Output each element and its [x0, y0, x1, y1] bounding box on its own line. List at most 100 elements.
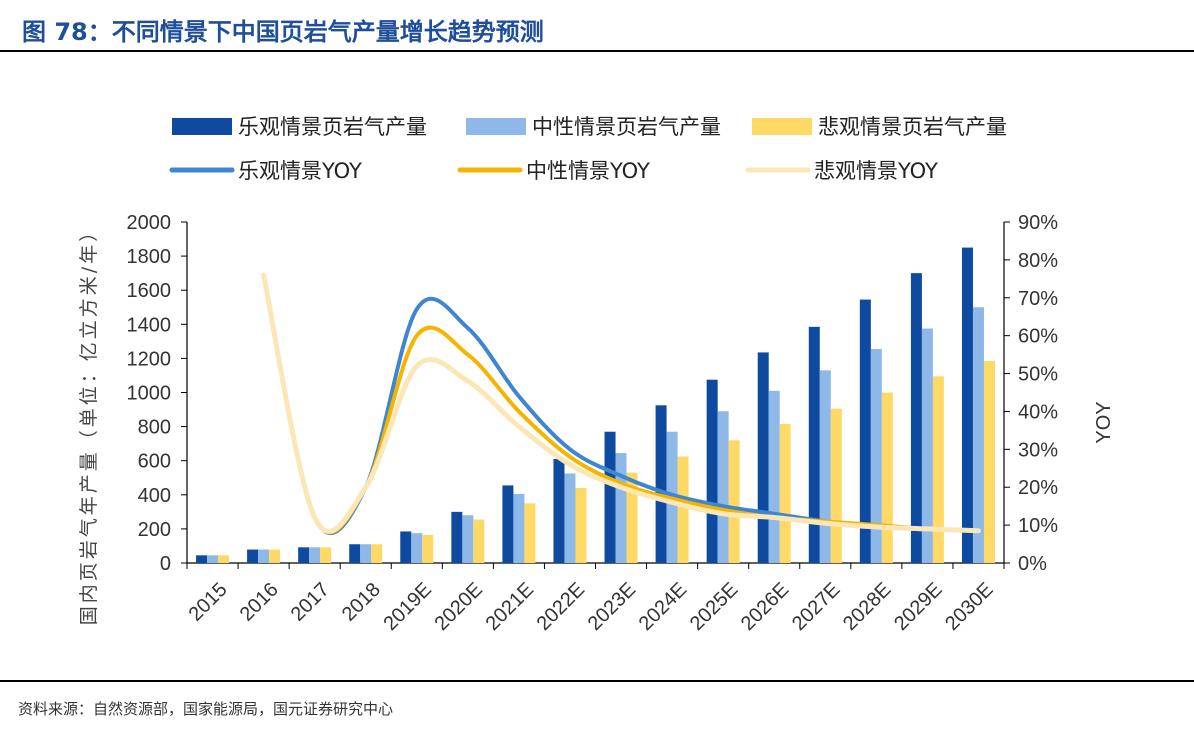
bar-pessimistic — [218, 555, 230, 563]
footer-divider — [0, 680, 1194, 682]
y2-tick-label: 90% — [1018, 212, 1058, 234]
bar-optimistic — [910, 273, 922, 563]
bar-neutral — [258, 549, 270, 563]
bar-pessimistic — [524, 503, 536, 563]
legend-neutral-line-label: 中性情景YOY — [526, 159, 650, 183]
y-tick-label: 400 — [138, 485, 171, 507]
bar-pessimistic — [932, 376, 944, 563]
bar-neutral — [819, 370, 831, 563]
bar-optimistic — [757, 352, 769, 563]
bar-pessimistic — [626, 472, 638, 563]
legend-optimistic-bar-swatch — [172, 118, 232, 135]
bar-optimistic — [349, 544, 361, 563]
bar-optimistic — [655, 405, 667, 563]
x-tick-label: 2029E — [890, 579, 946, 635]
bar-pessimistic — [269, 549, 281, 563]
bar-optimistic — [859, 299, 871, 563]
legend-optimistic-line-label: 乐观情景YOY — [238, 159, 362, 183]
y2-tick-label: 80% — [1018, 250, 1058, 272]
x-tick-label: 2017 — [287, 579, 334, 626]
bar-neutral — [207, 555, 219, 563]
bar-neutral — [462, 515, 474, 563]
legend-neutral-bar-label: 中性情景页岩气产量 — [532, 115, 721, 139]
bar-neutral — [411, 533, 423, 563]
y2-tick-label: 40% — [1018, 401, 1058, 423]
bar-pessimistic — [983, 360, 995, 563]
x-tick-label: 2027E — [788, 579, 844, 635]
y-tick-label: 200 — [138, 519, 171, 541]
line-pessimistic-yoy — [261, 272, 981, 534]
bar-optimistic — [451, 511, 463, 563]
chart-lines — [261, 272, 981, 535]
y2-tick-label: 30% — [1018, 439, 1058, 461]
x-tick-label: 2030E — [941, 579, 997, 635]
bar-pessimistic — [881, 392, 893, 563]
page-title: 图 78：不同情景下中国页岩气产量增长趋势预测 — [22, 18, 544, 46]
bar-optimistic — [247, 549, 259, 563]
y2-tick-label: 60% — [1018, 326, 1058, 348]
bar-neutral — [309, 547, 321, 563]
chart-labels: 0 200 400 600 800 1000 1200 1400 1600 1800 2000 0% 1… — [78, 212, 1115, 635]
y-tick-label: 0 — [160, 553, 171, 575]
y2-tick-label: 20% — [1018, 477, 1058, 499]
bar-optimistic — [706, 379, 718, 563]
bar-neutral — [717, 411, 729, 563]
bar-pessimistic — [371, 544, 383, 563]
bar-neutral — [513, 493, 525, 563]
y-tick-label: 1200 — [127, 348, 172, 370]
x-tick-label: 2024E — [635, 579, 691, 635]
y-tick-label: 2000 — [127, 212, 172, 234]
bar-neutral — [870, 349, 882, 563]
y2-tick-label: 0% — [1018, 553, 1047, 575]
y2-tick-label: 70% — [1018, 288, 1058, 310]
bar-pessimistic — [575, 487, 587, 563]
legend-optimistic-bar-label: 乐观情景页岩气产量 — [238, 115, 427, 139]
y-tick-label: 800 — [138, 417, 171, 439]
bar-pessimistic — [677, 456, 689, 563]
bar-optimistic — [808, 326, 820, 563]
y-tick-label: 1000 — [127, 383, 172, 405]
y-tick-label: 1400 — [127, 314, 172, 336]
chart-bars — [196, 247, 995, 563]
x-tick-label: 2026E — [737, 579, 793, 635]
bar-pessimistic — [830, 408, 842, 563]
bar-pessimistic — [779, 424, 791, 563]
bar-neutral — [972, 307, 984, 563]
bar-optimistic — [553, 458, 565, 563]
bar-neutral — [768, 390, 780, 563]
source-note: 资料来源：自然资源部，国家能源局，国元证券研究中心 — [18, 700, 394, 718]
bar-optimistic — [502, 485, 514, 563]
x-tick-label: 2018 — [338, 579, 385, 626]
legend-pessimistic-bar-label: 悲观情景页岩气产量 — [818, 115, 1007, 139]
x-tick-label: 2022E — [533, 579, 589, 635]
y2-axis-title: YOY — [1093, 401, 1115, 443]
bar-neutral — [615, 453, 627, 563]
y-tick-label: 1600 — [127, 280, 172, 302]
bar-pessimistic — [473, 519, 485, 563]
y-tick-label: 600 — [138, 451, 171, 473]
bar-optimistic — [298, 547, 310, 563]
legend-pessimistic-bar-swatch — [752, 118, 812, 135]
x-tick-label: 2016 — [236, 579, 283, 626]
y2-tick-label: 10% — [1018, 515, 1058, 537]
bar-optimistic — [961, 247, 973, 563]
x-tick-label: 2019E — [379, 579, 435, 635]
y-axis-title: 国内页岩气年产量（单位：亿立方米/年） — [78, 220, 100, 625]
bar-pessimistic — [422, 534, 434, 563]
bar-optimistic — [604, 431, 616, 563]
legend-neutral-bar-swatch — [466, 118, 526, 135]
x-tick-label: 2015 — [185, 579, 232, 626]
x-tick-label: 2025E — [686, 579, 742, 635]
bar-neutral — [921, 328, 933, 563]
x-tick-label: 2021E — [482, 579, 538, 635]
legend-pessimistic-line-label: 悲观情景YOY — [814, 159, 938, 183]
bar-optimistic — [400, 531, 412, 563]
bar-pessimistic — [728, 440, 740, 563]
bar-pessimistic — [320, 547, 332, 563]
bar-neutral — [564, 473, 576, 563]
x-tick-label: 2023E — [584, 579, 640, 635]
title-divider — [0, 50, 1194, 52]
bar-optimistic — [196, 555, 208, 563]
